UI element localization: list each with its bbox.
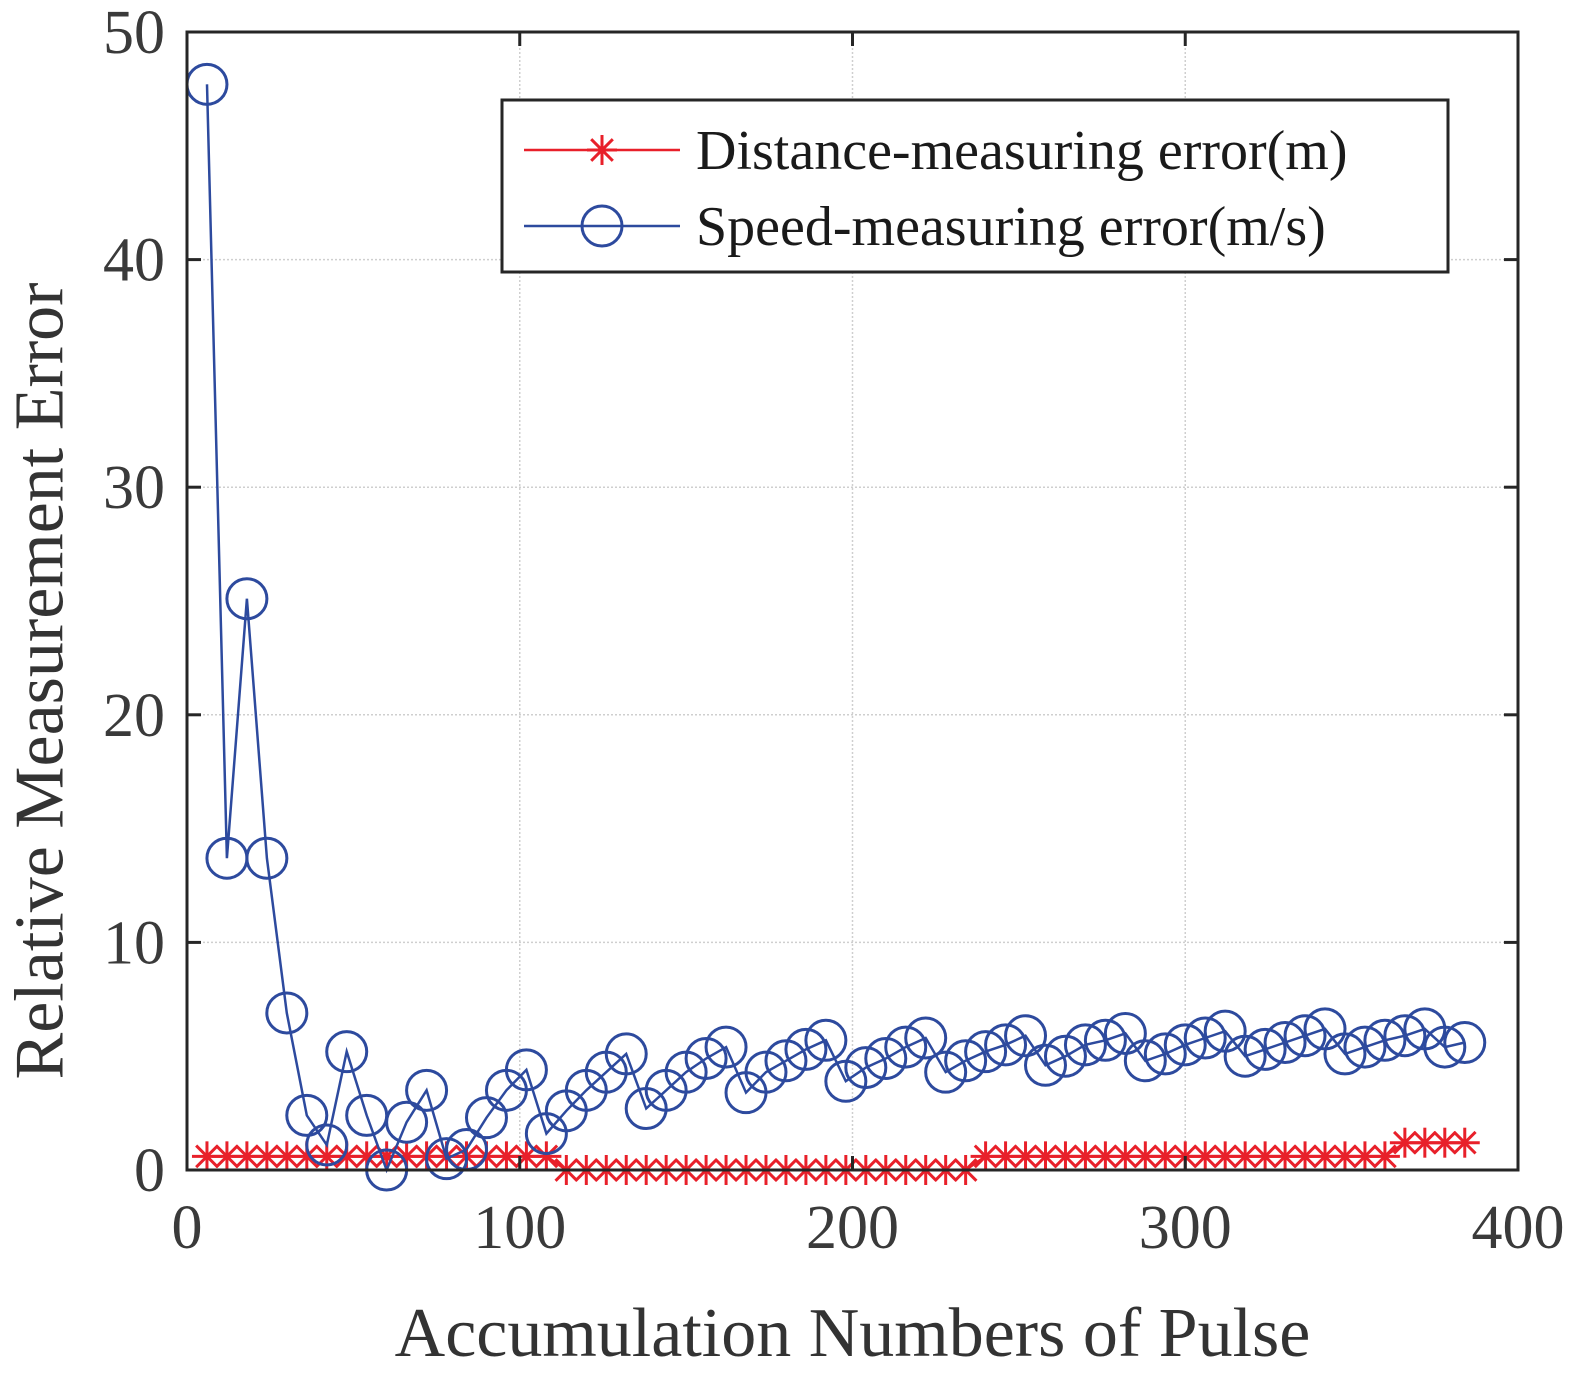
data-point: [305, 1123, 349, 1167]
data-point: [225, 577, 269, 621]
data-point: [884, 1025, 928, 1069]
data-point: [385, 1100, 429, 1144]
data-point: [1163, 1023, 1207, 1067]
x-tick-label: 400: [1472, 1194, 1565, 1262]
data-point: [325, 1030, 369, 1074]
data-point: [944, 1039, 988, 1083]
data-point: [924, 1050, 968, 1094]
data-point: [245, 836, 289, 880]
legend-entry: Speed-measuring error(m/s): [524, 196, 1326, 258]
data-point: [1123, 1039, 1167, 1083]
y-tick-label: 50: [103, 0, 165, 67]
data-point: [1449, 1127, 1480, 1158]
legend-label: Speed-measuring error(m/s): [696, 196, 1326, 258]
data-point: [964, 1030, 1008, 1074]
data-point: [1070, 1141, 1101, 1172]
x-tick-label: 300: [1139, 1194, 1232, 1262]
y-axis-label: Relative Measurement Error: [2, 283, 79, 1080]
data-point: [844, 1046, 888, 1090]
data-point: [784, 1027, 828, 1071]
axis-ticks: 0 100 200 300 400 0 10 20 30 40 50: [103, 0, 1565, 1262]
data-point: [904, 1016, 948, 1060]
y-tick-label: 0: [134, 1137, 165, 1205]
data-point: [1323, 1032, 1367, 1076]
x-tick-label: 100: [473, 1194, 566, 1262]
data-point: [1283, 1014, 1327, 1058]
data-point: [744, 1050, 788, 1094]
data-point: [804, 1018, 848, 1062]
series-speed: [185, 62, 1487, 1192]
data-point: [984, 1023, 1028, 1067]
data-point: [1363, 1018, 1407, 1062]
data-point: [1329, 1141, 1360, 1172]
data-point: [251, 1141, 282, 1172]
legend: Distance-measuring error(m) Speed-measuri…: [500, 98, 1450, 274]
data-point: [764, 1039, 808, 1083]
data-point: [1383, 1014, 1427, 1058]
y-tick-label: 10: [103, 909, 165, 977]
data-point: [1423, 1025, 1467, 1069]
data-point: [1043, 1034, 1087, 1078]
y-tick-label: 40: [103, 227, 165, 295]
data-point: [1223, 1034, 1267, 1078]
data-point: [1110, 1141, 1141, 1172]
legend-box: [500, 98, 1450, 274]
data-point: [1063, 1023, 1107, 1067]
data-point: [1263, 1021, 1307, 1065]
legend-marker: [587, 135, 617, 165]
data-point: [1443, 1021, 1487, 1065]
data-point: [1023, 1043, 1067, 1087]
data-point: [1083, 1018, 1127, 1062]
data-point: [1030, 1141, 1061, 1172]
data-point: [684, 1036, 728, 1080]
data-point: [1090, 1141, 1121, 1172]
data-point: [1143, 1032, 1187, 1076]
data-point: [1004, 1014, 1048, 1058]
data-point: [405, 1068, 449, 1112]
data-point: [265, 991, 309, 1035]
series-distance: [191, 1127, 1480, 1185]
data-point: [504, 1048, 548, 1092]
y-tick-label: 20: [103, 682, 165, 750]
x-tick-label: 0: [172, 1194, 203, 1262]
data-point: [604, 1032, 648, 1076]
data-point: [1369, 1141, 1400, 1172]
data-point: [285, 1093, 329, 1137]
legend-marker: [580, 204, 624, 248]
legend-entry: Distance-measuring error(m): [524, 120, 1348, 182]
x-axis-label: Accumulation Numbers of Pulse: [395, 1295, 1311, 1372]
data-point: [970, 1141, 1001, 1172]
data-point: [1210, 1141, 1241, 1172]
legend-label: Distance-measuring error(m): [696, 120, 1348, 182]
data-point: [425, 1137, 469, 1181]
data-point: [391, 1141, 422, 1172]
data-point: [1243, 1027, 1287, 1071]
legend-entries: Distance-measuring error(m) Speed-measuri…: [524, 120, 1348, 258]
data-point: [704, 1025, 748, 1069]
data-point: [864, 1036, 908, 1080]
x-tick-label: 200: [806, 1194, 899, 1262]
data-point: [1183, 1016, 1227, 1060]
y-tick-label: 30: [103, 454, 165, 522]
data-point: [531, 1141, 562, 1172]
data-point: [1343, 1025, 1387, 1069]
